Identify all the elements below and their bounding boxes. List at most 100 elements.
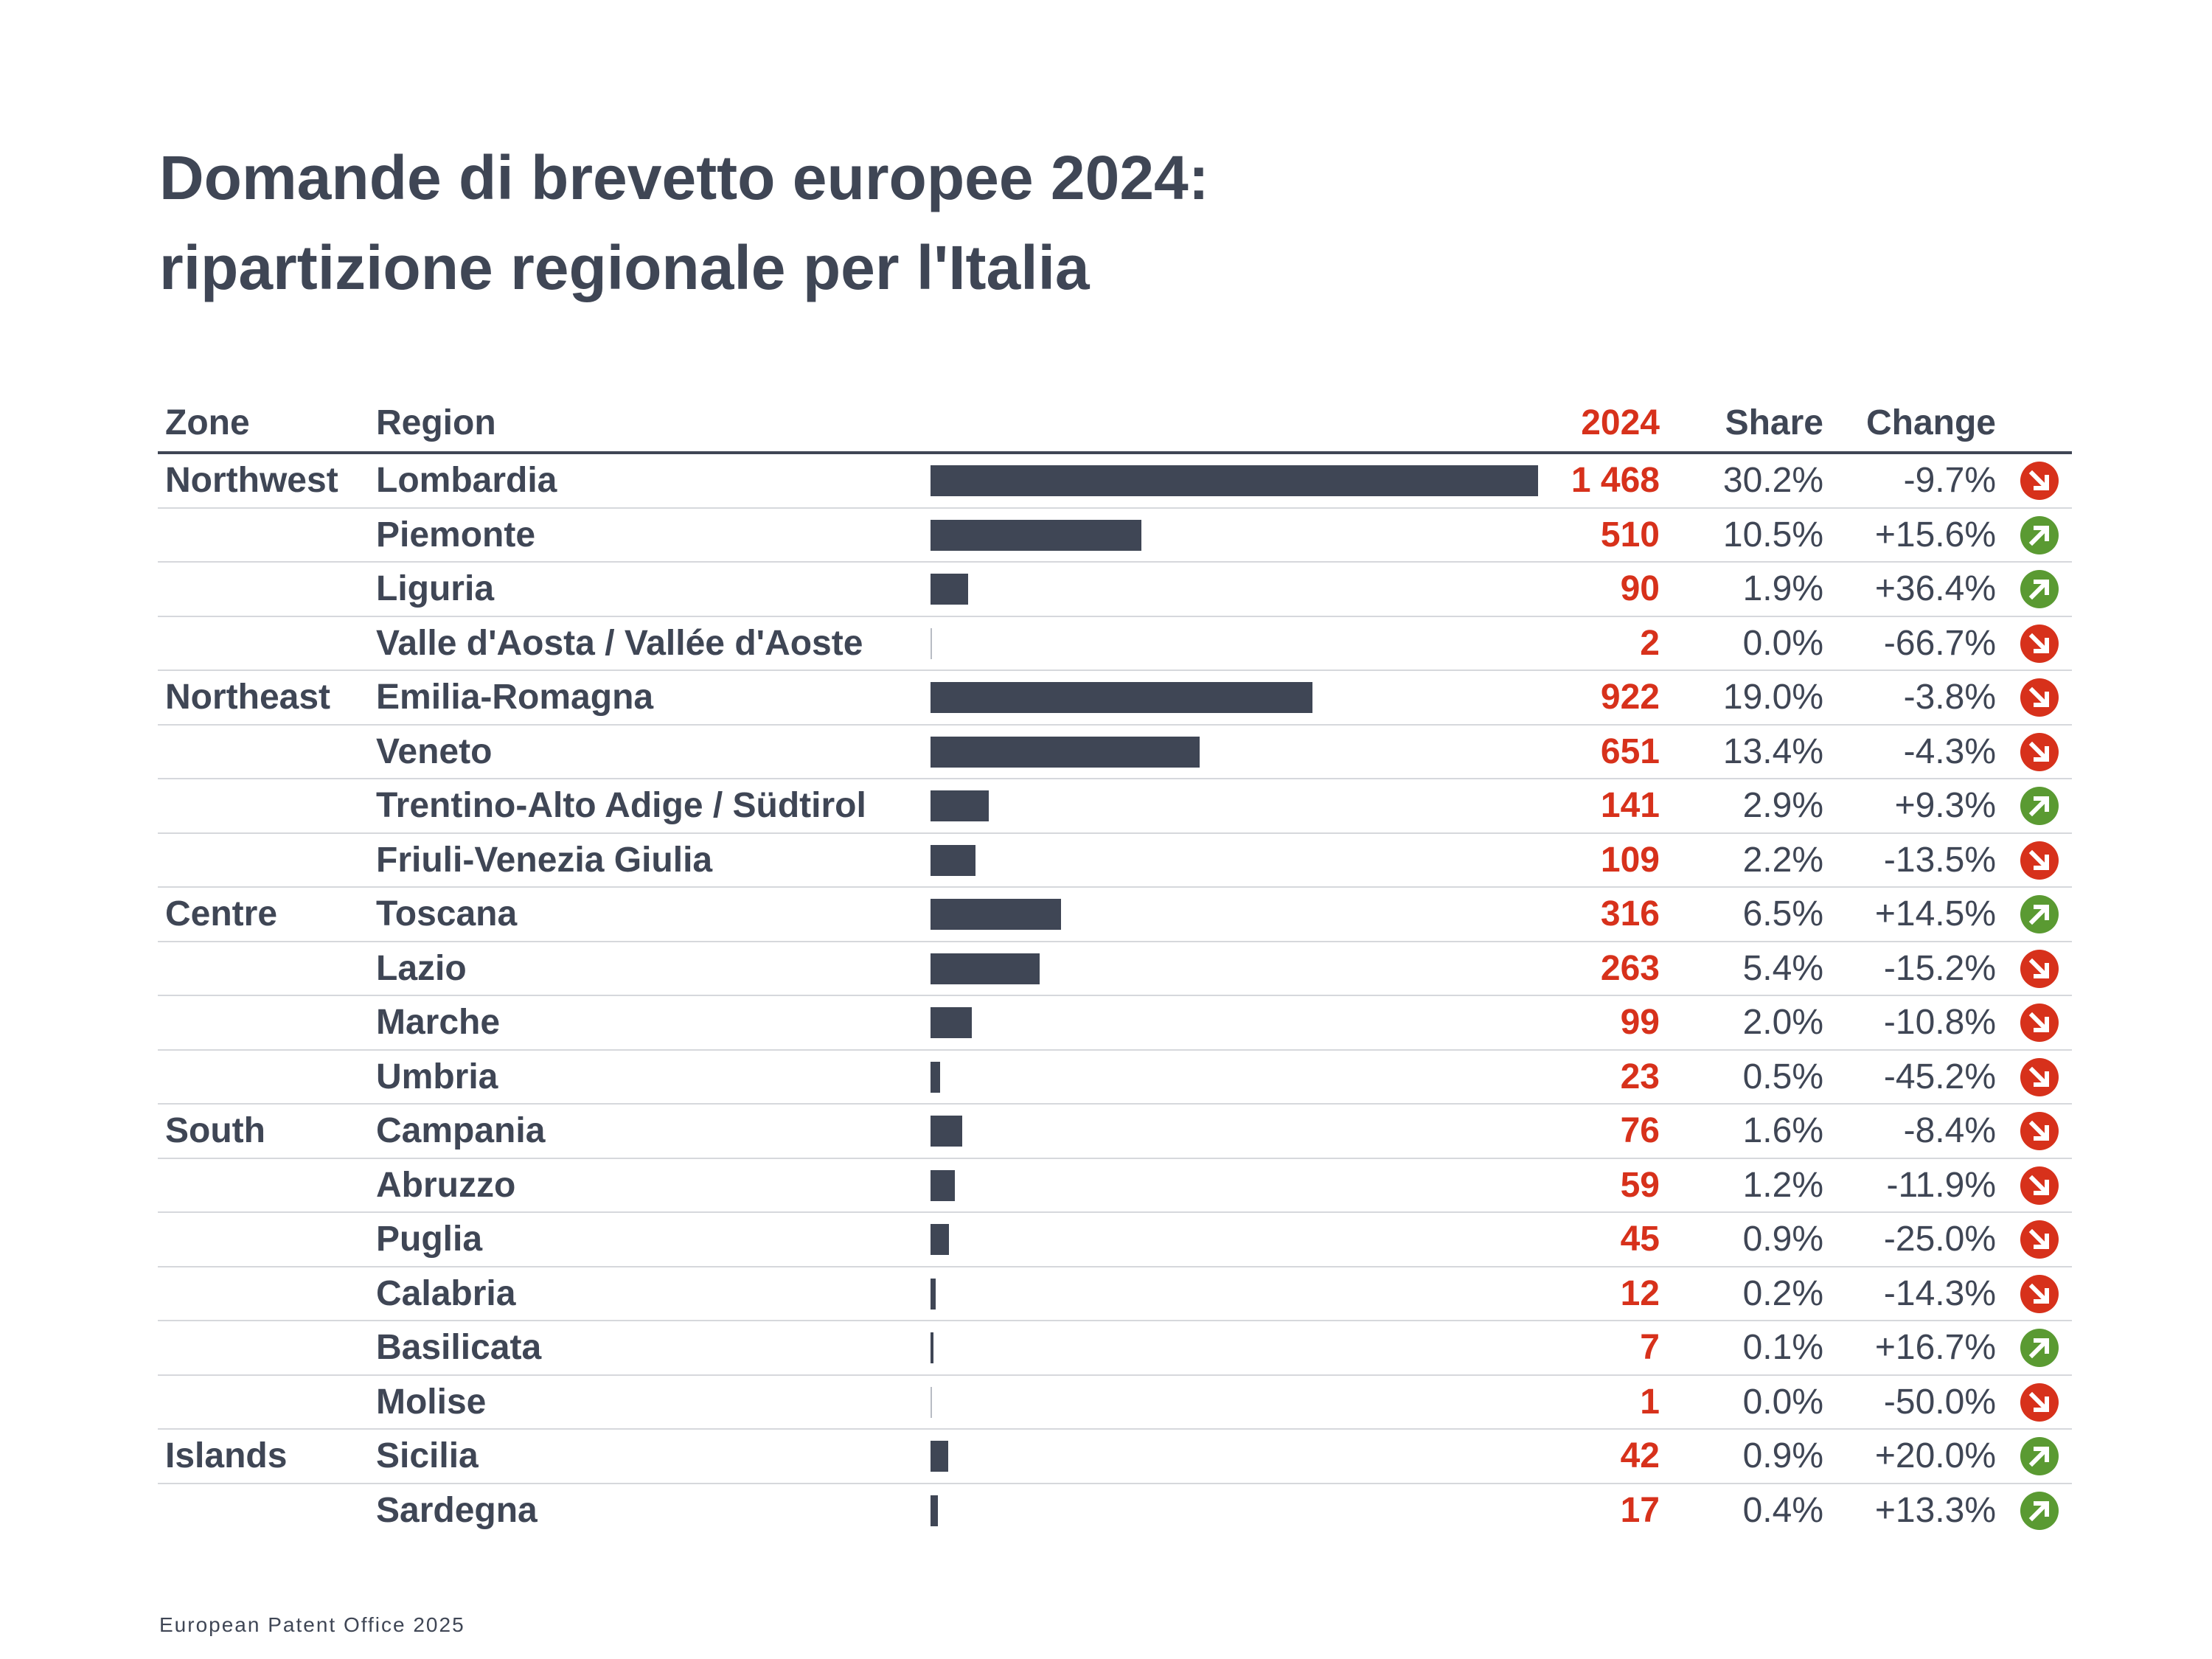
value-bar: [931, 899, 1061, 930]
header-zone: Zone: [165, 395, 250, 451]
region-label: Friuli-Venezia Giulia: [376, 834, 712, 887]
trend-down-icon: [2020, 1004, 2059, 1042]
zone-label: South: [165, 1105, 265, 1158]
region-label: Basilicata: [376, 1321, 541, 1374]
table-row: Calabria120.2%-14.3%: [158, 1267, 2072, 1322]
trend-up-icon: [2020, 787, 2059, 825]
change-label: -8.4%: [1904, 1105, 1996, 1158]
region-label: Piemonte: [376, 509, 535, 562]
trend-up-icon: [2020, 1329, 2059, 1367]
change-label: -25.0%: [1884, 1213, 1996, 1266]
table-row: Sardegna170.4%+13.3%: [158, 1484, 2072, 1537]
table-row: IslandsSicilia420.9%+20.0%: [158, 1430, 2072, 1484]
value-bar: [931, 1170, 955, 1201]
source-footer: European Patent Office 2025: [159, 1613, 465, 1637]
header-region: Region: [376, 395, 496, 451]
table-row: Umbria230.5%-45.2%: [158, 1051, 2072, 1105]
change-label: -9.7%: [1904, 454, 1996, 507]
share-label: 0.0%: [1743, 617, 1823, 670]
value-label: 23: [1621, 1051, 1660, 1104]
table-body: NorthwestLombardia1 46830.2%-9.7%Piemont…: [158, 454, 2072, 1537]
value-label: 922: [1601, 671, 1660, 724]
value-bar: [931, 628, 932, 659]
region-label: Sardegna: [376, 1484, 538, 1537]
value-label: 7: [1640, 1321, 1660, 1374]
chart-title-line-2: ripartizione regionale per l'Italia: [159, 223, 1209, 313]
trend-down-icon: [2020, 950, 2059, 988]
share-label: 2.0%: [1743, 996, 1823, 1049]
table-row: Piemonte51010.5%+15.6%: [158, 509, 2072, 563]
table-row: Centre Toscana 316 6.5% +14.5%: [158, 888, 2072, 942]
region-label: Abruzzo: [376, 1159, 515, 1212]
change-label: -11.9%: [1886, 1159, 1996, 1212]
share-label: 5.4%: [1743, 942, 1823, 995]
region-label: Liguria: [376, 563, 494, 616]
table-row: Liguria 90 1.9% +36.4%: [158, 563, 2072, 617]
table-row: Valle d'Aosta / Vallée d'Aoste20.0%-66.7…: [158, 617, 2072, 672]
trend-up-icon: [2020, 1492, 2059, 1530]
zone-label: Northwest: [165, 454, 338, 507]
chart-title: Domande di brevetto europee 2024: ripart…: [159, 133, 1209, 313]
share-label: 30.2%: [1723, 454, 1823, 507]
trend-down-icon: [2020, 841, 2059, 880]
value-label: 510: [1601, 509, 1660, 562]
value-bar: [931, 465, 1538, 496]
value-label: 263: [1601, 942, 1660, 995]
table-row: Lazio2635.4%-15.2%: [158, 942, 2072, 997]
region-label: Trentino-Alto Adige / Südtirol: [376, 779, 866, 832]
change-label: -50.0%: [1884, 1376, 1996, 1429]
value-label: 59: [1621, 1159, 1660, 1212]
table-row: Abruzzo 59 1.2% -11.9%: [158, 1159, 2072, 1214]
trend-down-icon: [2020, 1166, 2059, 1205]
change-label: +13.3%: [1875, 1484, 1996, 1537]
region-label: Umbria: [376, 1051, 498, 1104]
value-label: 90: [1621, 563, 1660, 616]
value-bar: [931, 1062, 940, 1093]
table-row: Friuli-Venezia Giulia1092.2%-13.5%: [158, 834, 2072, 888]
table-row: Trentino-Alto Adige / Südtirol1412.9%+9.…: [158, 779, 2072, 834]
change-label: +9.3%: [1895, 779, 1996, 832]
trend-down-icon: [2020, 1275, 2059, 1313]
value-label: 651: [1601, 726, 1660, 779]
change-label: +36.4%: [1875, 563, 1996, 616]
trend-up-icon: [2020, 516, 2059, 554]
table-row: SouthCampania761.6%-8.4%: [158, 1105, 2072, 1159]
value-label: 45: [1621, 1213, 1660, 1266]
table-row: NorthwestLombardia1 46830.2%-9.7%: [158, 454, 2072, 509]
zone-label: Centre: [165, 888, 277, 941]
change-label: +14.5%: [1875, 888, 1996, 941]
trend-up-icon: [2020, 895, 2059, 933]
region-label: Toscana: [376, 888, 517, 941]
region-label: Sicilia: [376, 1430, 479, 1483]
share-label: 2.2%: [1743, 834, 1823, 887]
share-label: 1.2%: [1743, 1159, 1823, 1212]
region-label: Campania: [376, 1105, 545, 1158]
header-share: Share: [1725, 395, 1823, 451]
share-label: 10.5%: [1723, 509, 1823, 562]
share-label: 0.1%: [1743, 1321, 1823, 1374]
header-2024: 2024: [1581, 395, 1660, 451]
table-row: Puglia 45 0.9% -25.0%: [158, 1213, 2072, 1267]
value-label: 1: [1640, 1376, 1660, 1429]
table-row: Molise10.0%-50.0%: [158, 1376, 2072, 1430]
share-label: 0.4%: [1743, 1484, 1823, 1537]
value-label: 2: [1640, 617, 1660, 670]
trend-up-icon: [2020, 570, 2059, 608]
share-label: 6.5%: [1743, 888, 1823, 941]
share-label: 0.9%: [1743, 1213, 1823, 1266]
value-bar: [931, 1332, 933, 1363]
value-bar: [931, 1116, 962, 1147]
value-label: 316: [1601, 888, 1660, 941]
value-bar: [931, 953, 1040, 984]
region-label: Emilia-Romagna: [376, 671, 653, 724]
change-label: -10.8%: [1884, 996, 1996, 1049]
share-label: 1.9%: [1743, 563, 1823, 616]
table-row: Veneto65113.4%-4.3%: [158, 726, 2072, 780]
value-bar: [931, 737, 1200, 768]
share-label: 0.2%: [1743, 1267, 1823, 1321]
region-label: Puglia: [376, 1213, 482, 1266]
share-label: 0.0%: [1743, 1376, 1823, 1429]
value-bar: [931, 682, 1312, 713]
trend-down-icon: [2020, 1220, 2059, 1259]
trend-up-icon: [2020, 1437, 2059, 1475]
